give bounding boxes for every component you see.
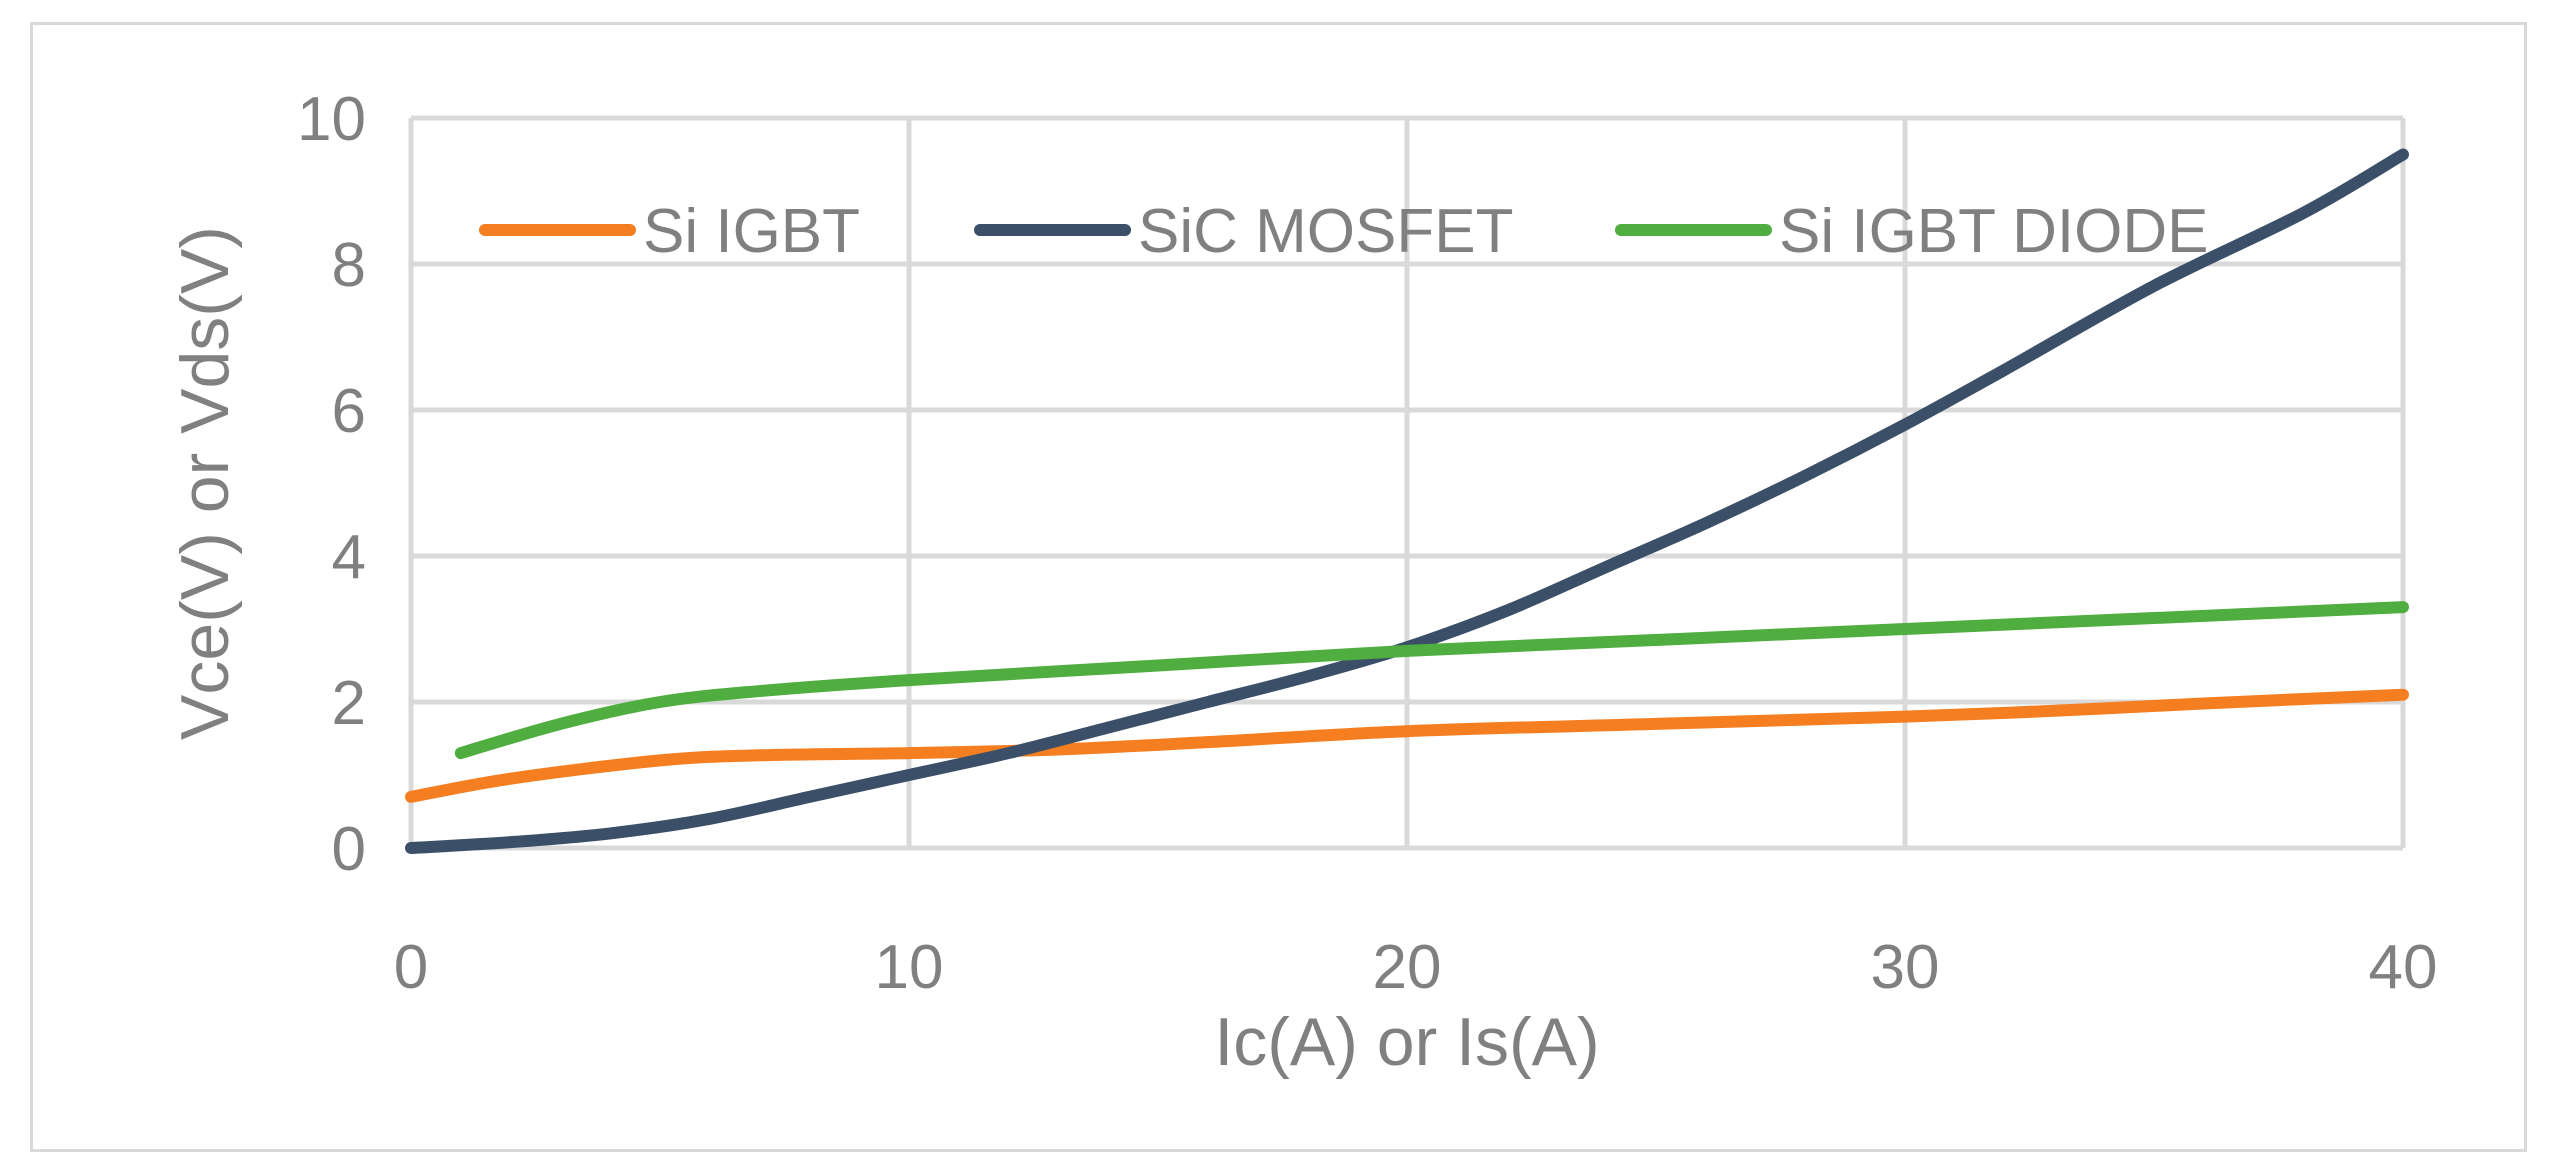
y-tick-labels: 0 2 4 6 8 10 [297,85,366,884]
x-tick-label: 40 [2369,933,2438,1002]
y-tick-label: 4 [332,523,366,592]
x-axis-title: Ic(A) or Is(A) [1214,1004,1599,1080]
y-tick-label: 2 [332,669,366,738]
chart-frame: 0 2 4 6 8 10 0 10 20 30 40 Si IGBT SiC MOSFET Si IG… [30,22,2527,1152]
x-tick-label: 20 [1373,933,1442,1002]
y-tick-label: 8 [332,231,366,300]
grid-lines [408,115,2406,851]
legend: Si IGBT SiC MOSFET Si IGBT DIODE [479,197,2209,266]
series-lines [405,148,2409,854]
y-axis-title: Vce(V) or Vds(V) [167,226,243,740]
y-tick-label: 0 [332,815,366,884]
x-tick-label: 30 [1871,933,1940,1002]
y-tick-label: 6 [332,377,366,446]
legend-label-si-igbt-diode: Si IGBT DIODE [1779,197,2209,266]
legend-label-si-igbt: Si IGBT [643,197,860,266]
y-tick-label: 10 [297,85,366,154]
x-tick-label: 10 [875,933,944,1002]
x-tick-labels: 0 10 20 30 40 [394,933,2438,1002]
legend-label-sic-mosfet: SiC MOSFET [1138,197,1513,266]
series-line-si-igbt [405,688,2409,803]
x-tick-label: 0 [394,933,428,1002]
series-line-si-igbt-diode [454,601,2409,760]
